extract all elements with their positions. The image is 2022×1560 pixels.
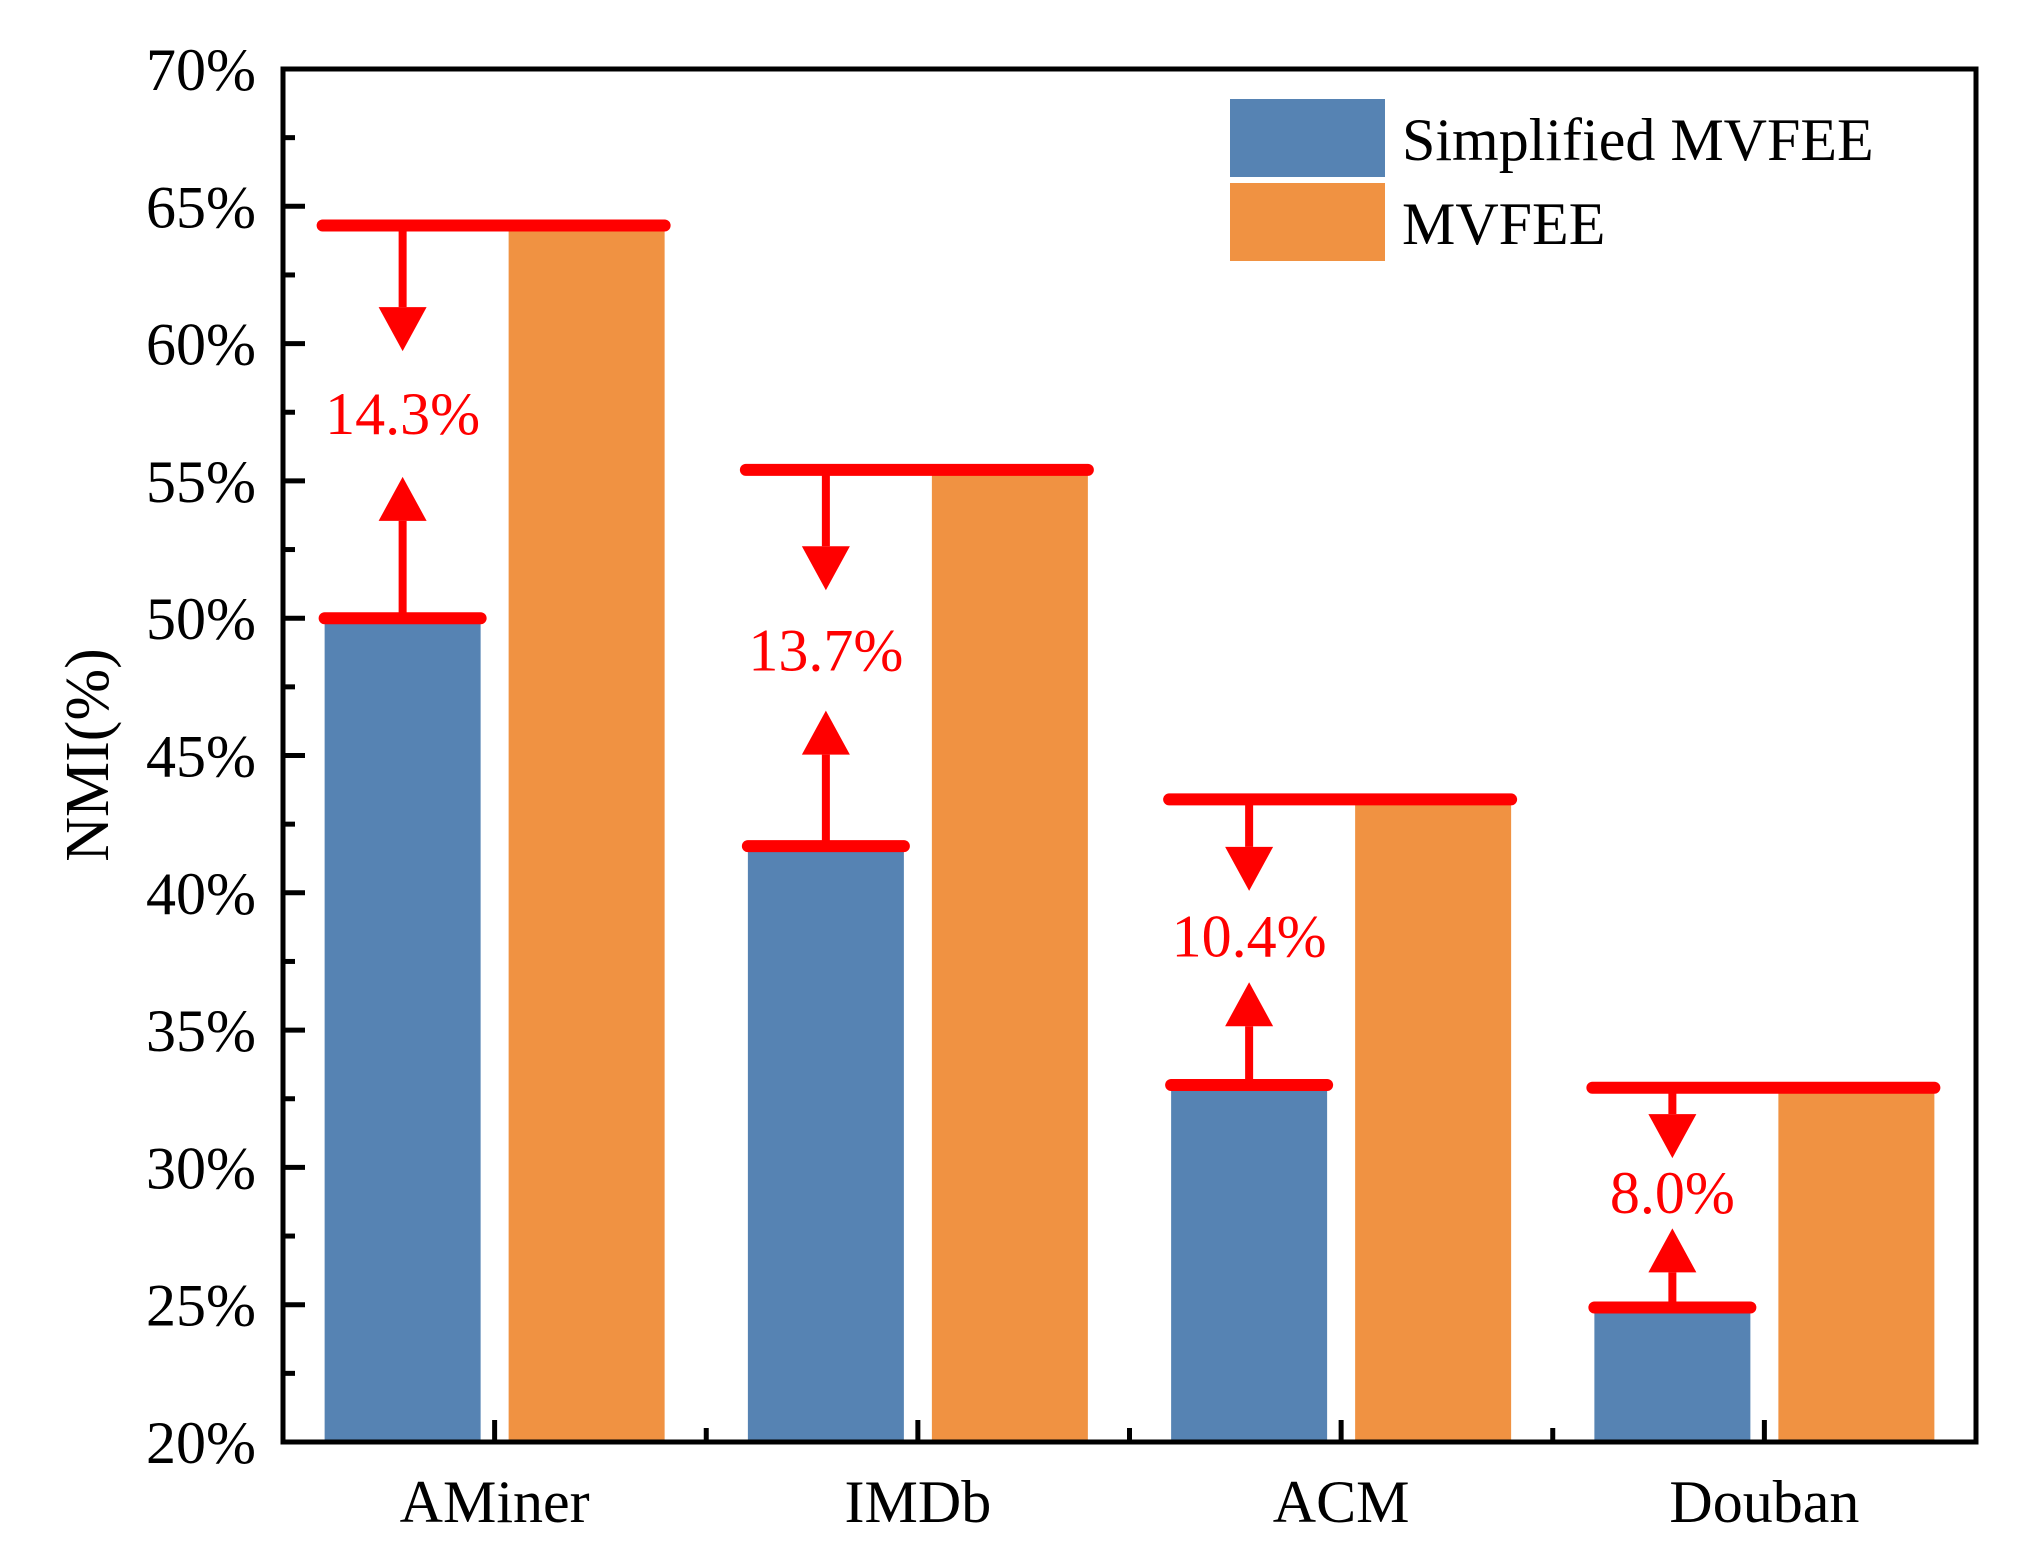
y-tick-label: 70%: [146, 37, 256, 103]
diff-arrow-down-head: [801, 546, 850, 591]
legend-label: MVFEE: [1402, 191, 1605, 257]
diff-arrow-down-head: [378, 307, 427, 352]
bar-douban-simplified-mvfee: [1594, 1307, 1751, 1442]
diff-arrow-up-head: [378, 476, 427, 521]
y-tick-label: 30%: [146, 1135, 256, 1201]
bar-acm-simplified-mvfee: [1171, 1085, 1328, 1442]
x-tick-label: ACM: [1273, 1469, 1410, 1535]
x-tick-label: Douban: [1669, 1469, 1859, 1535]
bars-layer: [324, 225, 1935, 1443]
bar-acm-mvfee: [1355, 799, 1512, 1442]
x-tick-label: AMiner: [400, 1469, 590, 1535]
diff-label: 10.4%: [1172, 904, 1327, 970]
legend-swatch: [1230, 99, 1385, 177]
axis-layer: AMiner IMDb ACM Douban 20% 25% 30% 35% 40% 45% 50%…: [146, 37, 1859, 1535]
y-tick-label: 25%: [146, 1273, 256, 1339]
bar-imdb-simplified-mvfee: [747, 846, 904, 1442]
diff-arrow-down-head: [1225, 846, 1274, 891]
diff-arrow-up-head: [1648, 1228, 1697, 1273]
diff-arrow-up-head: [1225, 982, 1274, 1027]
bar-aminer-simplified-mvfee: [324, 618, 481, 1442]
bar-imdb-mvfee: [931, 469, 1088, 1442]
y-tick-label: 55%: [146, 449, 256, 515]
legend-label: Simplified MVFEE: [1402, 107, 1874, 173]
y-axis-title: NMI(%): [54, 648, 122, 862]
y-tick-label: 60%: [146, 312, 256, 378]
legend: Simplified MVFEE MVFEE: [1230, 99, 1874, 261]
legend-swatch: [1230, 183, 1385, 261]
diff-label: 14.3%: [325, 381, 480, 447]
bar-aminer-mvfee: [508, 225, 665, 1443]
bar-douban-mvfee: [1778, 1087, 1935, 1442]
annotations-layer: 14.3% 13.7% 10.4% 8.0%: [316, 219, 1941, 1314]
diff-label: 8.0%: [1610, 1160, 1735, 1226]
y-tick-label: 65%: [146, 174, 256, 240]
y-tick-label: 20%: [146, 1410, 256, 1476]
y-tick-label: 35%: [146, 998, 256, 1064]
y-tick-label: 50%: [146, 586, 256, 652]
diff-label: 13.7%: [748, 617, 903, 683]
x-tick-label: IMDb: [845, 1469, 992, 1535]
y-tick-label: 45%: [146, 724, 256, 790]
y-tick-label: 40%: [146, 861, 256, 927]
diff-arrow-down-head: [1648, 1114, 1697, 1159]
diff-arrow-up-head: [801, 710, 850, 755]
